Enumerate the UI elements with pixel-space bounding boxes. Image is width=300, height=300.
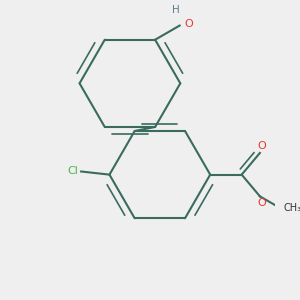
Text: H: H [172,4,180,14]
Text: O: O [257,198,266,208]
Text: O: O [184,19,193,29]
Text: CH₃: CH₃ [284,203,300,213]
Text: O: O [257,141,266,152]
Text: Cl: Cl [67,167,78,176]
